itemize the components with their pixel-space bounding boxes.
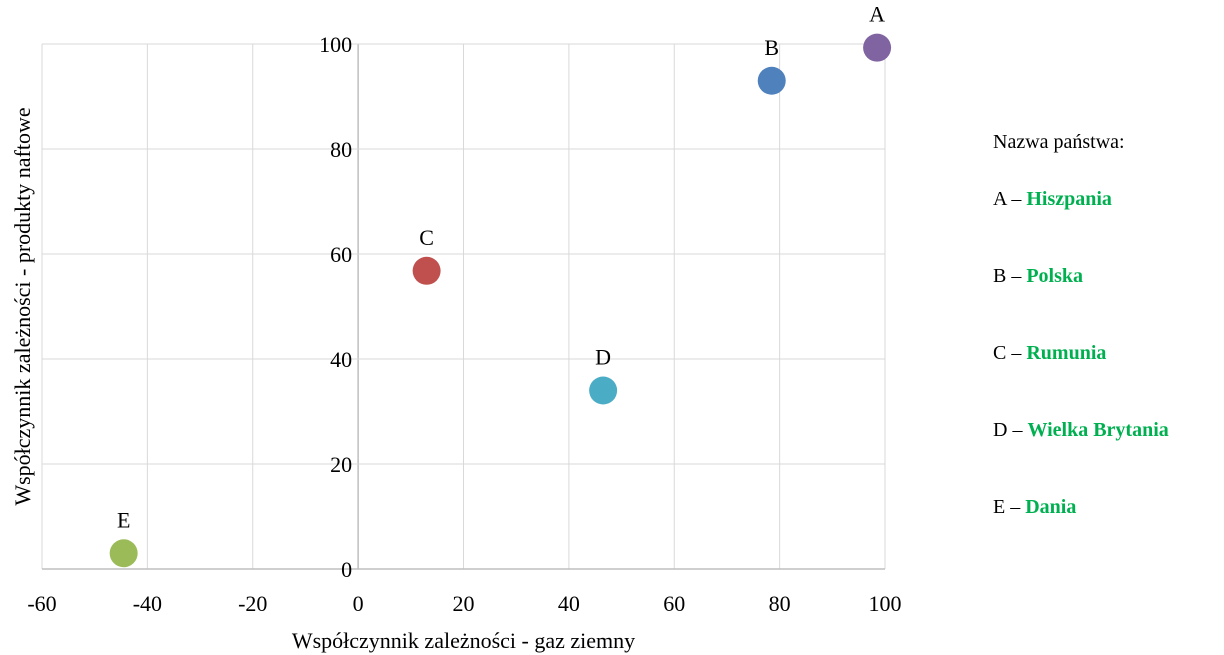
legend-key: A xyxy=(993,188,1007,210)
legend-item-a: A – Hiszpania xyxy=(993,189,1169,214)
legend-item-d: D – Wielka Brytania xyxy=(993,420,1169,445)
x-tick-label: -60 xyxy=(27,591,56,616)
legend-separator: – xyxy=(1011,342,1022,364)
point-label-a: A xyxy=(869,2,885,27)
legend-title: Nazwa państwa: xyxy=(993,131,1125,153)
x-tick-label: 80 xyxy=(769,591,791,616)
x-tick-label: 40 xyxy=(558,591,580,616)
y-tick-label: 100 xyxy=(319,32,352,57)
data-points xyxy=(109,33,892,568)
x-tick-labels: -60 -40 -20 0 20 40 60 80 100 xyxy=(27,591,901,616)
gridlines xyxy=(41,43,886,570)
legend-key: C xyxy=(993,342,1007,364)
y-tick-labels: 0 20 40 60 80 100 xyxy=(319,32,352,582)
legend: Nazwa państwa: A – Hiszpania B – Polska … xyxy=(993,132,1169,574)
point-label-d: D xyxy=(595,345,611,370)
point-label-e: E xyxy=(117,507,130,532)
legend-separator: – xyxy=(1010,496,1021,518)
y-tick-label: 0 xyxy=(341,557,352,582)
x-tick-label: 20 xyxy=(453,591,475,616)
x-tick-label: -20 xyxy=(238,591,267,616)
legend-separator: – xyxy=(1011,188,1022,210)
y-tick-label: 20 xyxy=(330,452,352,477)
legend-name: Dania xyxy=(1025,496,1077,518)
legend-name: Wielka Brytania xyxy=(1027,419,1169,441)
legend-separator: – xyxy=(1012,419,1023,441)
x-tick-label: 0 xyxy=(353,591,364,616)
x-tick-label: -40 xyxy=(133,591,162,616)
legend-key: B xyxy=(993,265,1007,287)
point-labels: A B C D E xyxy=(117,2,885,533)
point-label-c: C xyxy=(419,225,434,250)
legend-separator: – xyxy=(1011,265,1022,287)
legend-key: D xyxy=(993,419,1008,441)
y-axis-title: Współczynnik zależności - produkty nafto… xyxy=(10,107,35,505)
legend-name: Polska xyxy=(1026,265,1084,287)
y-tick-label: 80 xyxy=(330,137,352,162)
data-point-b xyxy=(757,66,786,95)
legend-name: Rumunia xyxy=(1026,342,1107,364)
data-point-a xyxy=(863,33,892,62)
legend-item-b: B – Polska xyxy=(993,266,1169,291)
legend-key: E xyxy=(993,496,1006,518)
legend-name: Hiszpania xyxy=(1026,188,1112,210)
x-axis-title: Współczynnik zależności - gaz ziemny xyxy=(292,628,635,653)
legend-item-c: C – Rumunia xyxy=(993,343,1169,368)
data-point-d xyxy=(589,376,618,405)
x-tick-label: 60 xyxy=(663,591,685,616)
y-tick-label: 40 xyxy=(330,347,352,372)
x-tick-label: 100 xyxy=(869,591,902,616)
point-label-b: B xyxy=(764,35,779,60)
y-tick-label: 60 xyxy=(330,242,352,267)
data-point-e xyxy=(109,539,138,568)
data-point-c xyxy=(412,256,441,285)
legend-item-e: E – Dania xyxy=(993,497,1169,522)
